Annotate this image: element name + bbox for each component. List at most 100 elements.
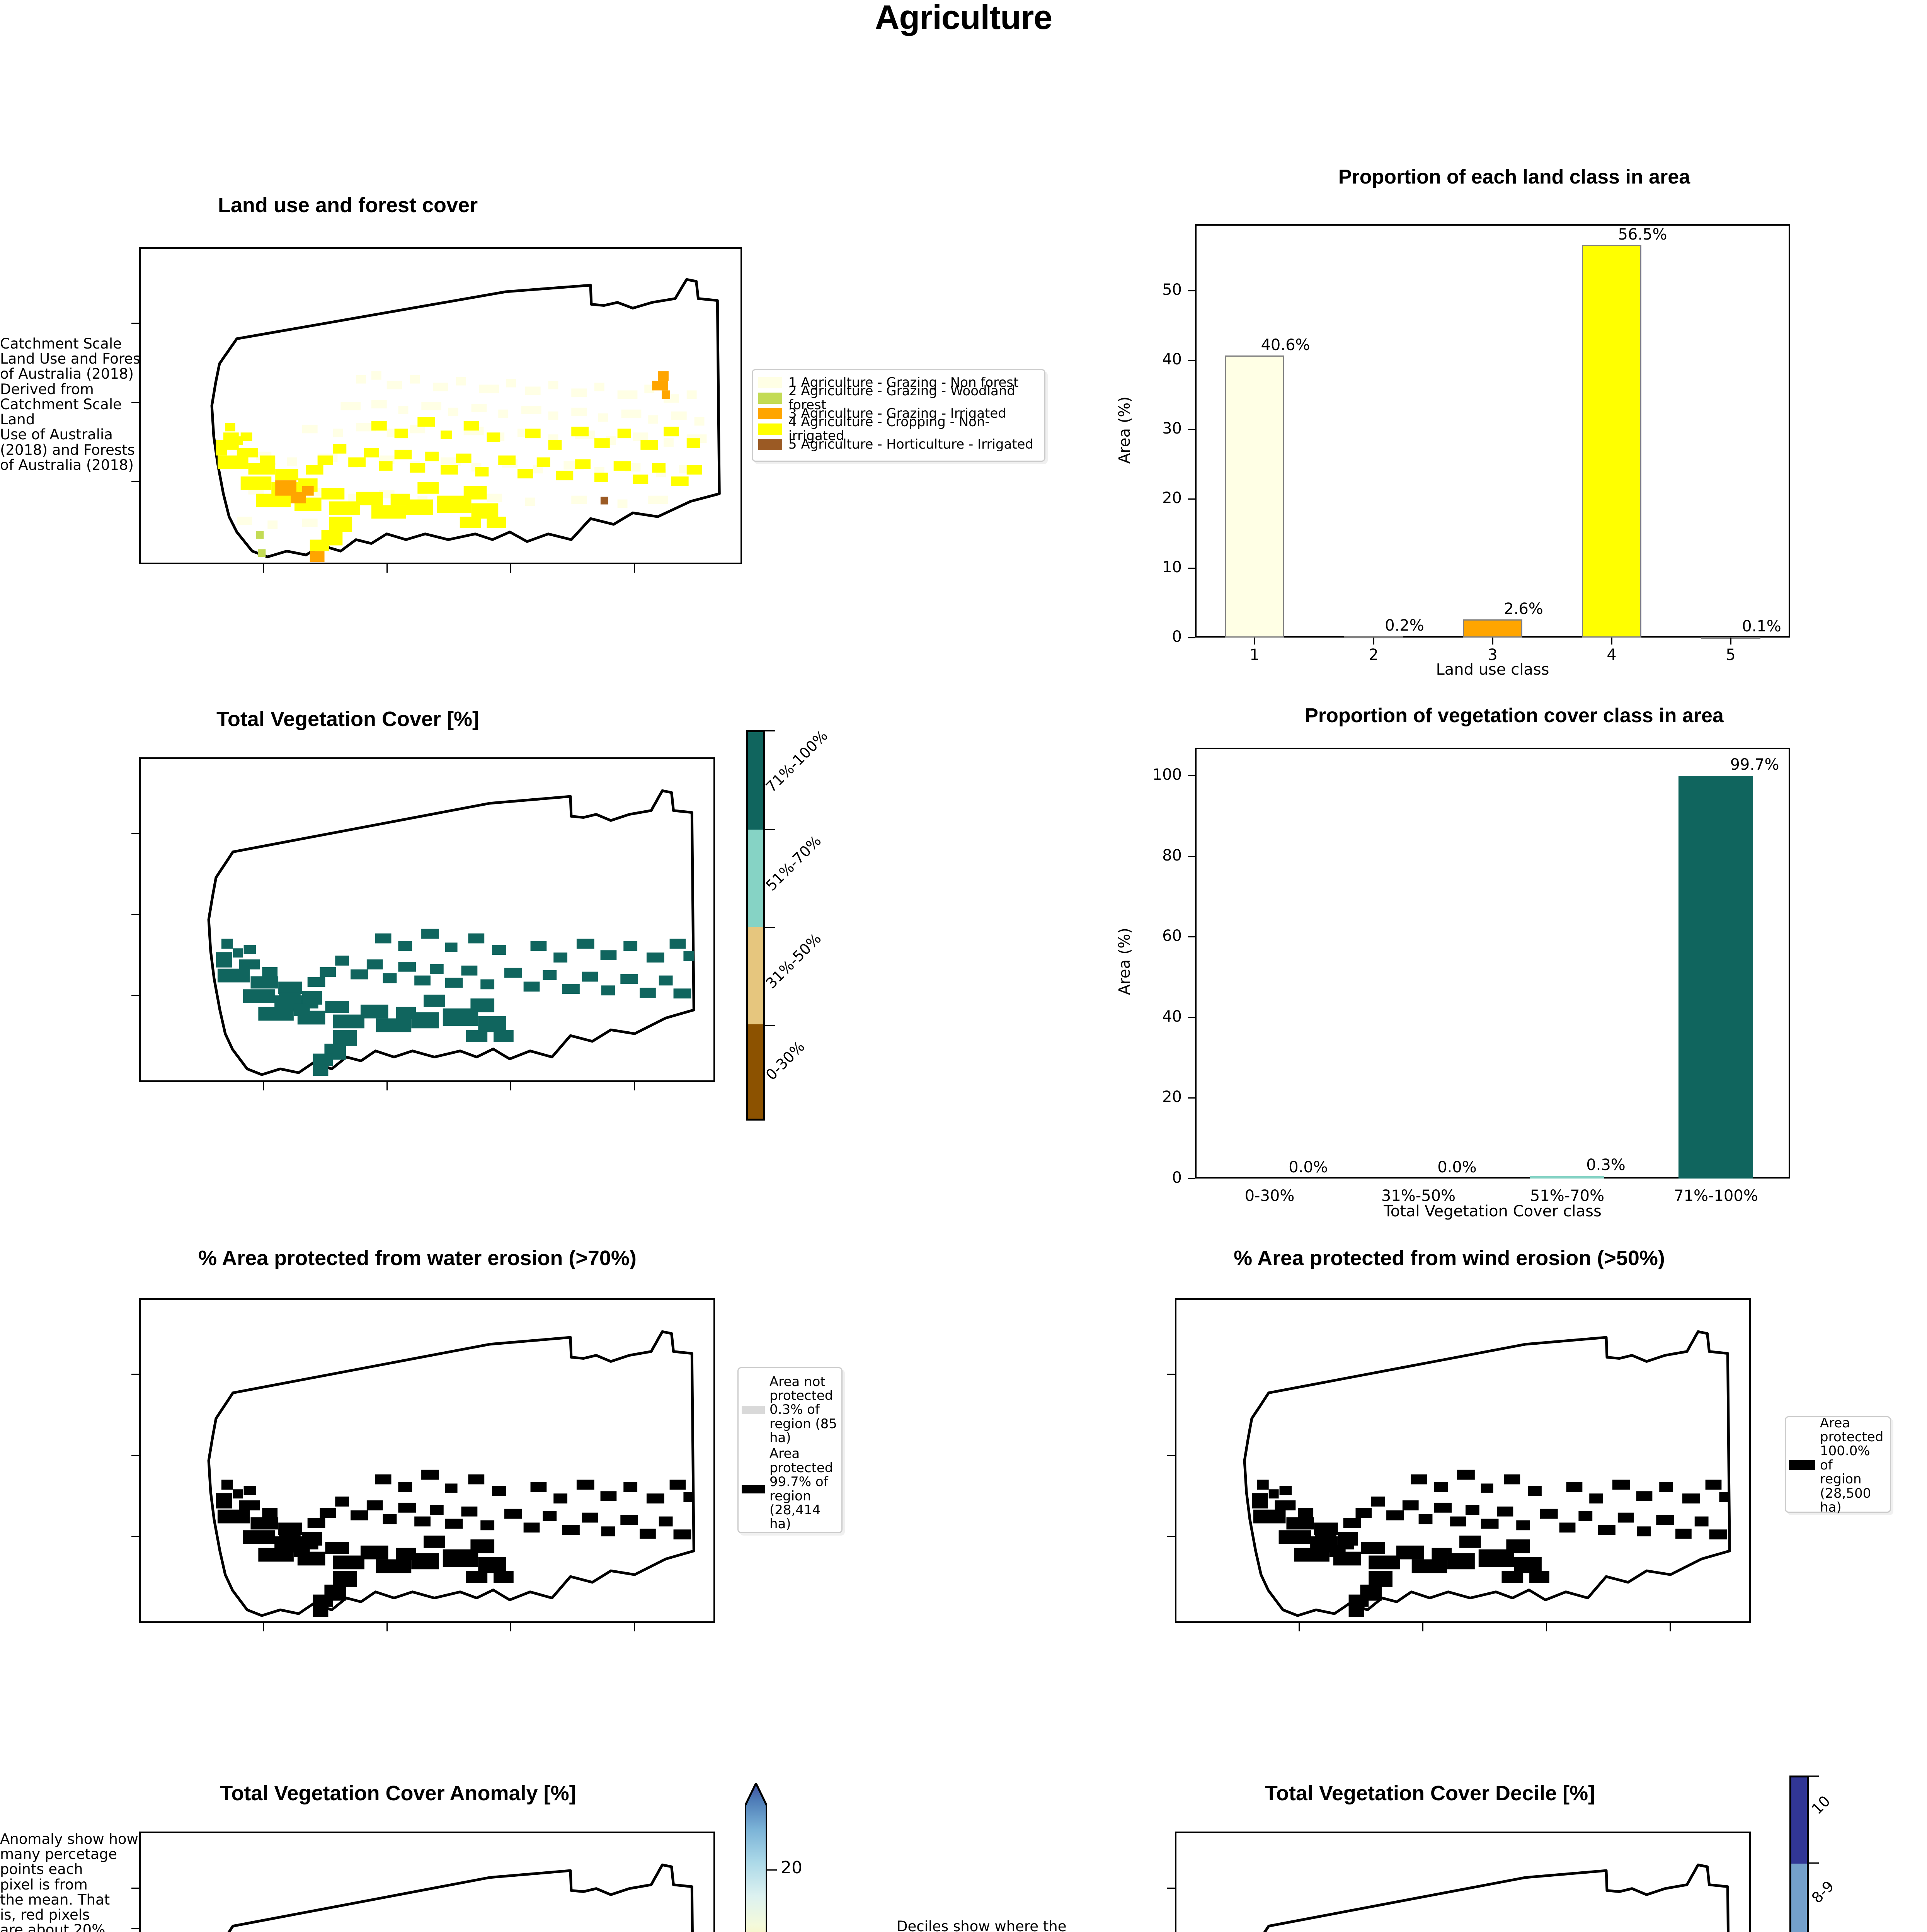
chart-xtick-mark xyxy=(1373,638,1374,645)
land-use-panel-title: Land use and forest cover xyxy=(218,194,478,217)
chart-ytick-label: 40 xyxy=(1162,350,1182,368)
chart-ytick-label: 0 xyxy=(1172,1169,1182,1187)
decile-map xyxy=(1175,1832,1751,1932)
wind-erosion-map xyxy=(1175,1298,1751,1623)
chart-ytick-mark xyxy=(1188,1017,1195,1018)
veg-cover-map-ytick xyxy=(131,995,140,996)
chart-ytick-mark xyxy=(1188,568,1195,569)
veg-colorbar-tick xyxy=(765,829,775,830)
chart-xtick-label: 2 xyxy=(1369,646,1379,664)
water-erosion-map-xtick xyxy=(386,1623,388,1631)
chart-xtick-mark xyxy=(1492,638,1493,645)
chart-ytick-label: 20 xyxy=(1162,1088,1182,1106)
water-erosion-map-ytick xyxy=(131,1536,140,1537)
colorbar-segment-31-50 xyxy=(748,927,763,1024)
chart-ytick-label: 80 xyxy=(1162,847,1182,864)
land-use-map-xtick xyxy=(634,564,635,573)
chart-ytick-mark xyxy=(1188,1178,1195,1179)
land-use-source-note: Catchment Scale Land Use and Forests of … xyxy=(0,335,154,473)
bar-label-31-50: 0.0% xyxy=(1437,1158,1477,1176)
bar-label-3: 2.6% xyxy=(1504,600,1543,618)
chart-ytick-label: 30 xyxy=(1162,420,1182,437)
anomaly-map xyxy=(139,1832,715,1932)
legend-label: 2 Agriculture - Grazing - Woodland fores… xyxy=(788,383,1015,413)
veg-colorbar-tick xyxy=(765,730,775,731)
land-use-map-xtick xyxy=(510,564,511,573)
chart-y-axis-label: Area (%) xyxy=(1116,396,1134,464)
veg-cover-colorbar xyxy=(746,730,765,1121)
page-title: Agriculture xyxy=(875,0,1052,36)
chart-x-axis-label: Land use class xyxy=(1436,661,1549,679)
chart-ytick-label: 0 xyxy=(1172,628,1182,646)
wind-erosion-map-xtick xyxy=(1546,1623,1547,1631)
chart-xtick-mark xyxy=(1730,638,1731,645)
decile-colorbar xyxy=(1789,1776,1809,1932)
veg-cover-map-xtick xyxy=(386,1082,388,1090)
chart-ytick-mark xyxy=(1188,360,1195,361)
chart-xtick-label: 0-30% xyxy=(1244,1187,1295,1205)
legend-swatch-3 xyxy=(758,408,782,419)
land-use-legend: 1 Agriculture - Grazing - Non forest 2 A… xyxy=(752,369,1045,462)
legend-swatch-not-protected xyxy=(742,1405,765,1414)
chart-ytick-mark xyxy=(1188,936,1195,937)
land-use-map xyxy=(139,247,742,564)
legend-swatch-protected xyxy=(1789,1460,1815,1470)
bar-4 xyxy=(1582,245,1641,638)
legend-item: 4 Agriculture - Cropping - Non-irrigated xyxy=(758,415,1039,443)
land-use-map-xtick xyxy=(263,564,264,573)
legend-swatch-1 xyxy=(758,377,782,388)
water-erosion-map-ytick xyxy=(131,1374,140,1375)
decile-colorbar-label-8-9: 8-9 xyxy=(1808,1877,1837,1906)
veg-colorbar-label-0-30: 0-30% xyxy=(762,1038,808,1083)
colorbar-segment-51-70 xyxy=(748,830,763,927)
chart-ytick-mark xyxy=(1188,637,1195,638)
bar-71-100 xyxy=(1678,776,1753,1179)
water-erosion-map-xtick xyxy=(634,1623,635,1631)
legend-item: 3 Agriculture - Grazing - Irrigated xyxy=(758,406,1039,421)
wind-erosion-map-ytick xyxy=(1167,1536,1176,1537)
land-class-bar-chart: Proportion of each land class in area Ar… xyxy=(1101,155,1927,679)
land-use-map-xtick xyxy=(386,564,388,573)
chart-xtick-label: 3 xyxy=(1488,646,1498,664)
veg-cover-map-xtick xyxy=(263,1082,264,1090)
chart-ytick-label: 60 xyxy=(1162,927,1182,945)
decile-explainer-note: Deciles show where the pixel value lies … xyxy=(897,1918,1067,1932)
chart-ytick-mark xyxy=(1188,856,1195,857)
chart-ytick-label: 100 xyxy=(1152,766,1182,784)
veg-colorbar-tick xyxy=(765,927,775,928)
legend-label: 5 Agriculture - Horticulture - Irrigated xyxy=(788,436,1034,452)
veg-cover-panel-title: Total Vegetation Cover [%] xyxy=(216,707,480,731)
bar-1 xyxy=(1225,355,1284,638)
anomaly-colorbar xyxy=(744,1781,768,1932)
land-use-map-ytick xyxy=(131,402,140,403)
water-erosion-map xyxy=(139,1298,715,1623)
chart-xtick-label: 51%-70% xyxy=(1530,1187,1605,1205)
chart-ytick-label: 10 xyxy=(1162,558,1182,576)
anomaly-explainer-note: Anomaly show how many percetage points e… xyxy=(0,1831,138,1932)
veg-cover-map-xtick xyxy=(510,1082,511,1090)
legend-label: Area protected 100.0% of region (28,500 … xyxy=(1820,1415,1884,1515)
anomaly-colorbar-tick xyxy=(767,1869,777,1871)
water-erosion-map-xtick xyxy=(263,1623,264,1631)
anomaly-map-ytick xyxy=(131,1928,140,1929)
veg-cover-map-xtick xyxy=(634,1082,635,1090)
veg-cover-map xyxy=(139,757,715,1082)
colorbar-segment-71-100 xyxy=(748,732,763,830)
chart-xtick-label: 71%-100% xyxy=(1674,1187,1758,1205)
chart-plot-area xyxy=(1195,224,1790,638)
veg-class-bar-chart: Proportion of vegetation cover class in … xyxy=(1101,696,1927,1220)
legend-swatch-5 xyxy=(758,439,782,450)
legend-swatch-protected xyxy=(742,1485,765,1493)
wind-erosion-legend: Area protected 100.0% of region (28,500 … xyxy=(1785,1416,1891,1514)
bar-label-0-30: 0.0% xyxy=(1289,1158,1328,1176)
bar-label-2: 0.2% xyxy=(1385,617,1424,634)
anomaly-colorbar-label-20: 20 xyxy=(781,1858,802,1878)
chart-ytick-mark xyxy=(1188,775,1195,776)
land-use-map-ytick xyxy=(131,323,140,324)
decile-map-ytick xyxy=(1167,1888,1176,1889)
bar-label-5: 0.1% xyxy=(1742,617,1781,635)
legend-swatch-4 xyxy=(758,423,782,435)
legend-item: Area protected 100.0% of region (28,500 … xyxy=(1789,1416,1887,1514)
colorbar-segment-10 xyxy=(1791,1777,1807,1864)
legend-item: Area protected 99.7% of region (28,414 h… xyxy=(742,1447,838,1531)
